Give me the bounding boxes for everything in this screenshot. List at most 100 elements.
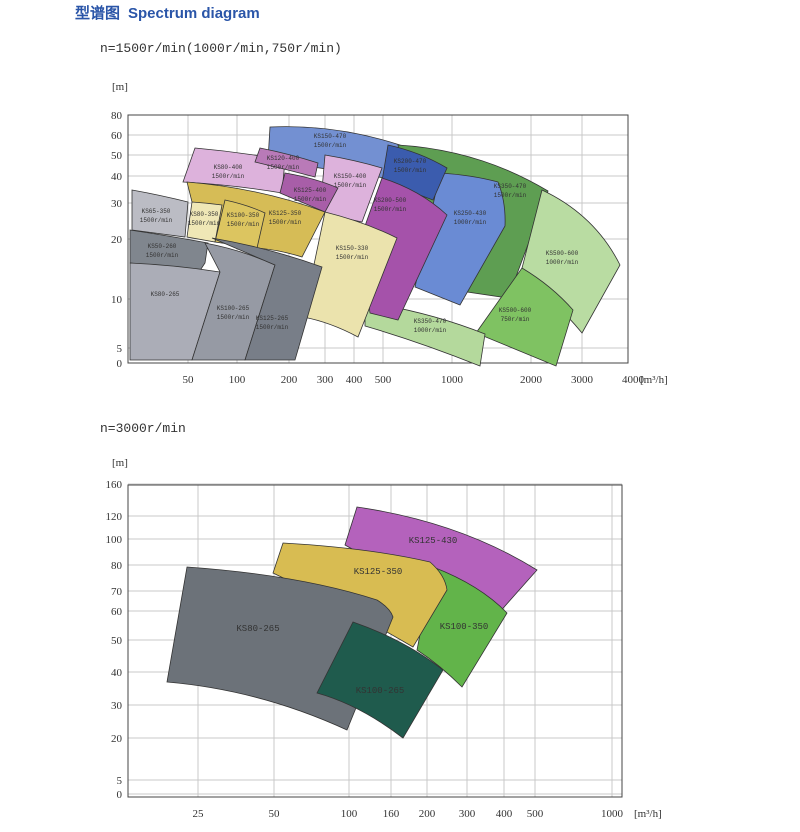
region-label: KS150-400 [334, 173, 367, 180]
region-label: KS350-470 [414, 318, 447, 325]
title-cn: 型谱图 [75, 5, 121, 22]
y-tick-label: 0 [117, 789, 123, 801]
region-label: KS80-265 [151, 291, 180, 298]
x-tick-label: 200 [419, 808, 436, 820]
region-speed: 1500r/min [188, 220, 221, 227]
y-tick-label: 60 [111, 130, 123, 142]
region-label: KS350-470 [494, 183, 527, 190]
region-label: KS500-600 [546, 250, 579, 257]
x-tick-label: 400 [346, 374, 363, 386]
region-ks150-330 [302, 211, 398, 338]
chart1-subtitle: n=1500r/min(1000r/min,750r/min) [100, 41, 342, 56]
region-ks150-400 [319, 154, 383, 223]
y-tick-label: 10 [111, 294, 123, 306]
y-tick-label: 30 [111, 198, 123, 210]
region-label: KS200-500 [374, 197, 407, 204]
region-label: KS125-265 [256, 315, 289, 322]
chart-1: KS150-470 1500r/min KS350-470 1500r/min KS50… [111, 81, 668, 386]
region-label: KS125-430 [409, 536, 458, 546]
y-axis-unit: [m] [112, 457, 128, 469]
region-label: KS80-350 [190, 211, 219, 218]
region-label: KS125-400 [294, 187, 327, 194]
x-tick-label: 50 [183, 374, 195, 386]
region-speed: 1500r/min [217, 314, 250, 321]
y-tick-label: 120 [106, 511, 123, 523]
x-tick-label: 500 [527, 808, 544, 820]
region-speed: 1000r/min [454, 219, 487, 226]
y-tick-label: 30 [111, 700, 123, 712]
region-label: KS125-350 [269, 210, 302, 217]
x-tick-label: 25 [193, 808, 205, 820]
region-speed: 1500r/min [146, 252, 179, 259]
plot-frame [127, 114, 629, 364]
region-ks125-265 [211, 237, 323, 361]
region-speed: 1500r/min [334, 182, 367, 189]
region-ks100-265 [316, 621, 444, 739]
region-label: KS250-430 [454, 210, 487, 217]
x-tick-label: 2000 [520, 374, 543, 386]
region-speed: 1500r/min [140, 217, 173, 224]
x-tick-label: 100 [229, 374, 246, 386]
region-speed: 1000r/min [546, 259, 579, 266]
x-tick-label: 200 [281, 374, 298, 386]
region-speed: 1000r/min [414, 327, 447, 334]
region-speed: 1500r/min [212, 173, 245, 180]
x-tick-label: 300 [317, 374, 334, 386]
region-label: KS500-600 [499, 307, 532, 314]
region-speed: 1500r/min [374, 206, 407, 213]
x-tick-label: 3000 [571, 374, 594, 386]
region-ks65-350 [131, 189, 189, 238]
region-label: KS100-265 [356, 686, 405, 696]
y-tick-label: 100 [106, 534, 123, 546]
region-label: KS125-350 [354, 567, 403, 577]
region-label: KS100-265 [217, 305, 250, 312]
chart-2: KS125-430 KS125-350 KS100-350 KS80-265 KS100… [106, 457, 662, 820]
y-axis-unit: [m] [112, 81, 128, 93]
page-header: 型谱图 Spectrum diagram [75, 2, 268, 23]
region-speed: 1500r/min [269, 219, 302, 226]
region-label: KS120-400 [267, 155, 300, 162]
region-ks100-350 [214, 199, 266, 249]
region-label: KS80-400 [214, 164, 243, 171]
region-ks200-500 [359, 177, 448, 321]
region-ks250-430 [414, 172, 506, 306]
region-label: KS150-470 [314, 133, 347, 140]
x-tick-label: 1000 [441, 374, 464, 386]
y-tick-label: 70 [111, 586, 123, 598]
region-speed: 1500r/min [267, 164, 300, 171]
x-tick-label: 300 [459, 808, 476, 820]
y-tick-label: 20 [111, 733, 123, 745]
region-label: KS100-350 [227, 212, 260, 219]
chart2-subtitle: n=3000r/min [100, 421, 186, 436]
region-label: KS65-350 [142, 208, 171, 215]
region-speed: 1500r/min [394, 167, 427, 174]
region-label: KS50-260 [148, 243, 177, 250]
region-ks120-400 [254, 147, 319, 178]
region-speed: 1500r/min [227, 221, 260, 228]
y-tick-label: 40 [111, 667, 123, 679]
x-tick-label: 100 [341, 808, 358, 820]
y-tick-label: 0 [117, 358, 123, 370]
x-tick-label: 160 [383, 808, 400, 820]
y-tick-label: 40 [111, 171, 123, 183]
region-speed: 750r/min [501, 316, 530, 323]
y-tick-label: 20 [111, 234, 123, 246]
x-tick-label: 1000 [601, 808, 624, 820]
y-tick-label: 160 [106, 479, 123, 491]
region-speed: 1500r/min [256, 324, 289, 331]
region-label: KS80-265 [236, 624, 279, 634]
region-ks500-600 [475, 267, 574, 367]
y-tick-label: 60 [111, 606, 123, 618]
region-speed: 1500r/min [314, 142, 347, 149]
plot-frame [127, 484, 623, 798]
region-speed: 1500r/min [336, 254, 369, 261]
region-label: KS150-330 [336, 245, 369, 252]
y-tick-label: 80 [111, 560, 123, 572]
y-tick-label: 80 [111, 110, 123, 122]
y-tick-label: 50 [111, 635, 123, 647]
region-speed: 1500r/min [494, 192, 527, 199]
title-en: Spectrum diagram [128, 5, 260, 22]
x-tick-label: 50 [269, 808, 281, 820]
region-ks125-400 [279, 172, 339, 213]
